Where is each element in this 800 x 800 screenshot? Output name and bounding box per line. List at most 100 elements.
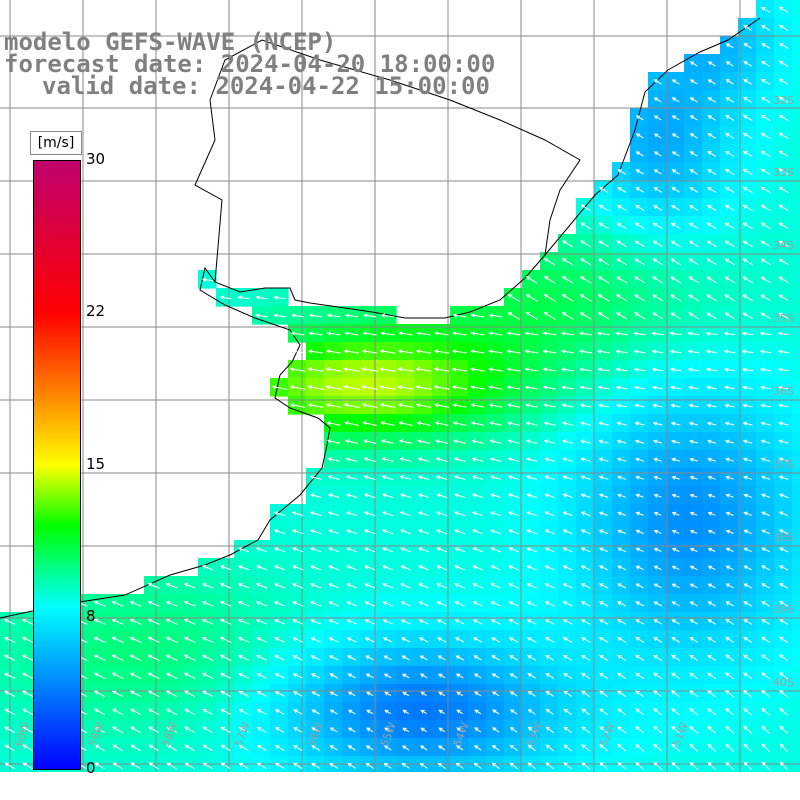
wind-arrow (689, 743, 699, 752)
wind-arrow (21, 654, 34, 661)
wind-arrow (581, 690, 591, 698)
wind-arrow (707, 672, 717, 680)
wind-arrow (256, 655, 268, 661)
wind-arrow (525, 276, 538, 284)
wind-arrow (237, 583, 250, 589)
wind-arrow (380, 313, 395, 318)
wind-arrow (652, 240, 663, 248)
wind-arrow (311, 709, 320, 715)
wind-arrow (599, 744, 609, 752)
wind-arrow (725, 761, 735, 771)
wind-speed-cell (558, 396, 577, 415)
wind-arrow (491, 673, 500, 679)
wind-speed-cell (792, 468, 800, 487)
wind-arrow (706, 222, 717, 230)
wind-speed-cell (612, 324, 631, 343)
wind-arrow (597, 312, 610, 320)
wind-speed-cell (612, 360, 631, 379)
wind-arrow (635, 133, 644, 139)
wind-arrow (545, 691, 554, 697)
wind-speed-cell (306, 342, 325, 361)
wind-arrow (616, 258, 628, 266)
wind-arrow (706, 312, 717, 320)
wind-arrow (452, 349, 467, 354)
wind-arrow (420, 727, 428, 733)
wind-speed-cell (792, 378, 800, 397)
wind-arrow (527, 744, 536, 752)
wind-speed-cell (594, 378, 613, 397)
wind-speed-cell (792, 612, 800, 631)
wind-speed-cell (702, 378, 721, 397)
wind-speed-cell (612, 342, 631, 361)
wind-arrow (616, 439, 627, 444)
wind-arrow (597, 294, 610, 302)
wind-arrow (328, 637, 339, 643)
wind-arrow (380, 331, 395, 336)
wind-arrow (384, 691, 392, 697)
wind-arrow (310, 655, 321, 661)
wind-speed-cell (702, 414, 721, 433)
wind-arrow (725, 583, 734, 589)
wind-arrow (723, 349, 736, 354)
wind-arrow (725, 654, 735, 662)
wind-arrow (743, 529, 752, 535)
wind-arrow (778, 276, 789, 284)
wind-arrow (725, 601, 734, 607)
wind-arrow (725, 725, 735, 734)
wind-arrow (635, 511, 644, 516)
wind-arrow (273, 583, 286, 589)
wind-arrow (506, 367, 521, 372)
wind-speed-cell (540, 414, 559, 433)
wind-arrow (743, 547, 752, 553)
wind-arrow (635, 475, 644, 480)
wind-arrow (705, 331, 718, 336)
wind-arrow (274, 619, 286, 625)
wind-arrow (93, 672, 106, 680)
wind-arrow (579, 312, 592, 320)
wind-arrow (635, 169, 644, 175)
wind-arrow (778, 583, 789, 589)
wind-arrow (308, 349, 323, 354)
wind-speed-cell (774, 396, 793, 415)
wind-arrow (508, 547, 519, 553)
wind-arrow (219, 565, 232, 571)
wind-speed-cell (540, 324, 559, 343)
wind-arrow (725, 132, 735, 139)
wind-speed-cell (792, 108, 800, 127)
wind-arrow (671, 619, 680, 625)
wind-speed-cell (792, 306, 800, 325)
wind-arrow (289, 367, 306, 372)
wind-arrow (635, 151, 644, 157)
wind-arrow (311, 745, 321, 751)
wind-arrow (455, 762, 464, 769)
wind-arrow (471, 457, 484, 462)
wind-arrow (384, 727, 392, 733)
wind-arrow (400, 583, 412, 589)
wind-arrow (725, 97, 735, 103)
wind-arrow (725, 493, 734, 498)
wind-arrow (761, 24, 771, 31)
wind-arrow (579, 349, 592, 354)
wind-arrow (524, 331, 539, 336)
wind-speed-cell (252, 306, 271, 325)
wind-arrow (724, 204, 735, 212)
wind-arrow (202, 726, 213, 734)
wind-speed-cell (360, 396, 379, 415)
wind-arrow (4, 744, 15, 752)
wind-arrow (365, 745, 374, 751)
wind-arrow (725, 43, 734, 49)
wind-arrow (760, 475, 771, 480)
wind-arrow (325, 367, 342, 372)
wind-arrow (778, 258, 789, 266)
wind-speed-cell (792, 414, 800, 433)
wind-arrow (760, 403, 771, 408)
wind-arrow (580, 619, 591, 625)
wind-arrow (507, 294, 520, 302)
wind-arrow (456, 745, 464, 751)
wind-speed-cell (432, 360, 451, 379)
coastline-path (0, 17, 761, 619)
wind-arrow (347, 655, 357, 661)
wind-arrow (435, 475, 448, 480)
wind-arrow (148, 762, 159, 770)
wind-arrow (543, 312, 556, 320)
